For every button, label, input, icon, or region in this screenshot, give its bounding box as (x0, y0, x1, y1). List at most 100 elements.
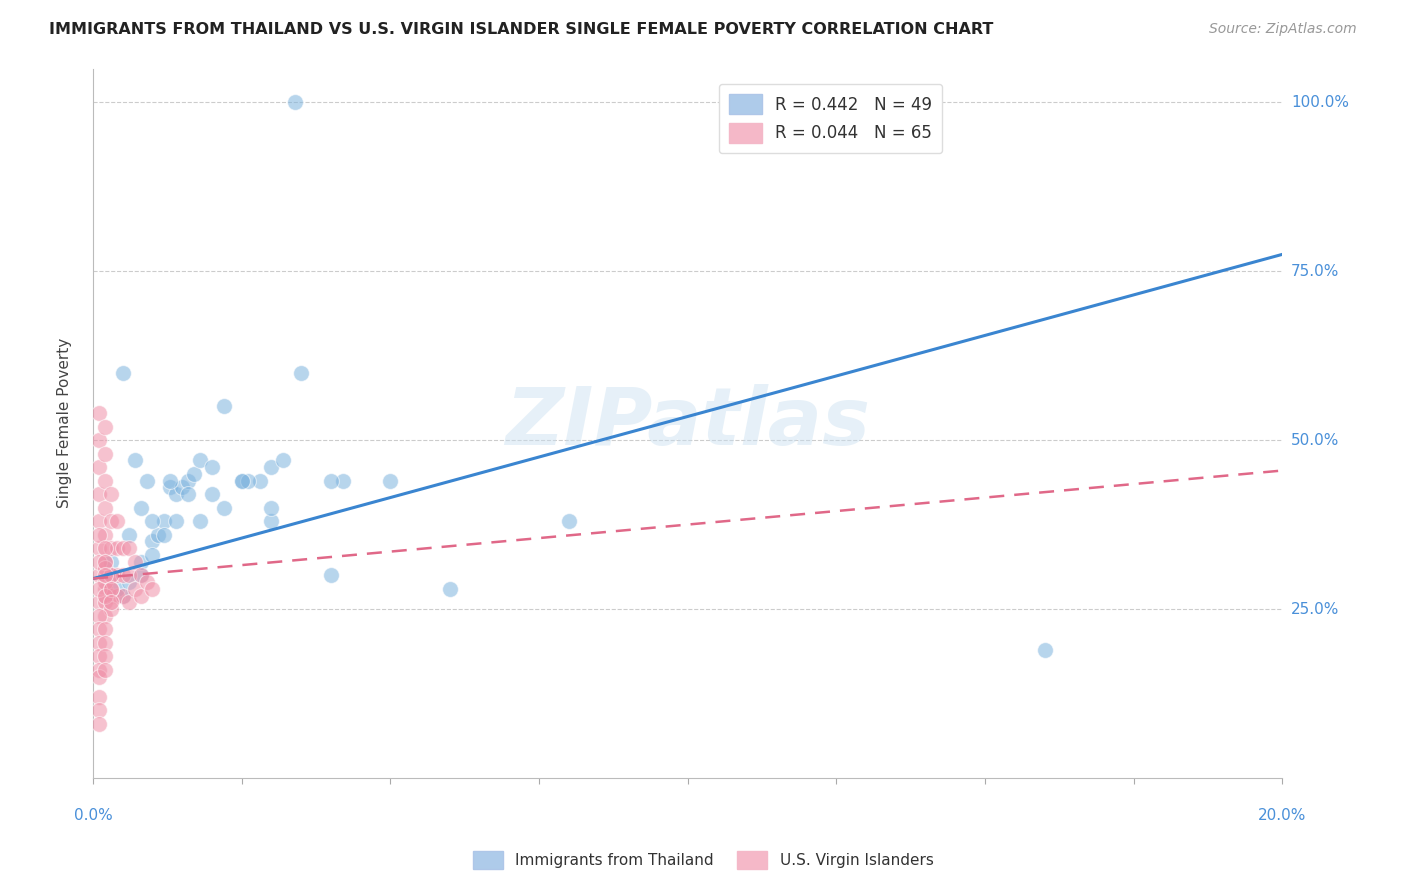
Point (94, 622, 117, 636)
Point (201, 460, 224, 475)
Text: Source: ZipAtlas.com: Source: ZipAtlas.com (1209, 22, 1357, 37)
Point (94, 649, 117, 664)
Point (188, 514, 211, 528)
Point (87, 555, 110, 569)
Point (260, 460, 283, 475)
Point (100, 555, 122, 569)
Point (94, 582, 117, 596)
Point (183, 467, 205, 481)
Point (141, 514, 163, 528)
Point (290, 366, 312, 380)
Point (212, 400, 235, 414)
Point (284, 95, 307, 110)
Point (135, 474, 157, 488)
Point (558, 514, 581, 528)
Point (87, 460, 110, 475)
Point (319, 568, 342, 582)
Point (94, 608, 117, 623)
Point (105, 568, 128, 582)
Point (153, 514, 176, 528)
Point (94, 541, 117, 556)
Point (87, 690, 110, 704)
Point (87, 568, 110, 582)
Point (141, 582, 163, 596)
Point (87, 717, 110, 731)
Point (94, 474, 117, 488)
Point (87, 663, 110, 677)
Point (188, 453, 211, 467)
Point (260, 500, 283, 515)
Point (100, 514, 122, 528)
Point (87, 649, 110, 664)
Point (141, 548, 163, 562)
Point (87, 541, 110, 556)
Y-axis label: Single Female Poverty: Single Female Poverty (58, 338, 72, 508)
Point (94, 555, 117, 569)
Text: 0.0%: 0.0% (73, 808, 112, 823)
Point (159, 474, 181, 488)
Text: IMMIGRANTS FROM THAILAND VS U.S. VIRGIN ISLANDER SINGLE FEMALE POVERTY CORRELATI: IMMIGRANTS FROM THAILAND VS U.S. VIRGIN … (49, 22, 994, 37)
Point (105, 582, 128, 596)
Point (100, 595, 122, 609)
Point (236, 474, 259, 488)
Point (129, 555, 152, 569)
Point (100, 582, 122, 596)
Point (201, 487, 224, 501)
Point (260, 514, 283, 528)
Point (319, 474, 342, 488)
Point (94, 595, 117, 609)
Text: 50.0%: 50.0% (1291, 433, 1339, 448)
Point (87, 433, 110, 447)
Point (87, 608, 110, 623)
Point (118, 541, 141, 556)
Point (129, 500, 152, 515)
Point (148, 527, 170, 541)
Point (94, 589, 117, 603)
Point (439, 582, 461, 596)
Point (111, 589, 134, 603)
Point (87, 406, 110, 420)
Point (94, 568, 117, 582)
Point (165, 514, 187, 528)
Point (129, 589, 152, 603)
Point (124, 582, 146, 596)
Point (87, 595, 110, 609)
Point (118, 574, 141, 589)
Point (165, 487, 187, 501)
Point (87, 636, 110, 650)
Point (105, 514, 128, 528)
Point (100, 568, 122, 582)
Point (231, 474, 253, 488)
Point (159, 480, 181, 494)
Point (94, 447, 117, 461)
Point (87, 487, 110, 501)
Text: 100.0%: 100.0% (1291, 95, 1348, 110)
Text: 20.0%: 20.0% (1258, 808, 1306, 823)
Point (87, 622, 110, 636)
Point (1033, 642, 1056, 657)
Point (231, 474, 253, 488)
Point (118, 568, 141, 582)
Point (87, 669, 110, 683)
Point (87, 582, 110, 596)
Point (273, 453, 295, 467)
Point (105, 589, 128, 603)
Legend: R = 0.442   N = 49, R = 0.044   N = 65: R = 0.442 N = 49, R = 0.044 N = 65 (718, 84, 942, 153)
Text: ZIPatlas: ZIPatlas (505, 384, 870, 462)
Point (100, 541, 122, 556)
Point (212, 500, 235, 515)
Point (100, 568, 122, 582)
Point (94, 663, 117, 677)
Point (100, 589, 122, 603)
Point (118, 527, 141, 541)
Point (177, 474, 200, 488)
Text: 75.0%: 75.0% (1291, 264, 1339, 278)
Point (135, 574, 157, 589)
Point (332, 474, 354, 488)
Point (94, 636, 117, 650)
Point (249, 474, 271, 488)
Point (94, 500, 117, 515)
Point (87, 514, 110, 528)
Point (105, 541, 128, 556)
Point (124, 555, 146, 569)
